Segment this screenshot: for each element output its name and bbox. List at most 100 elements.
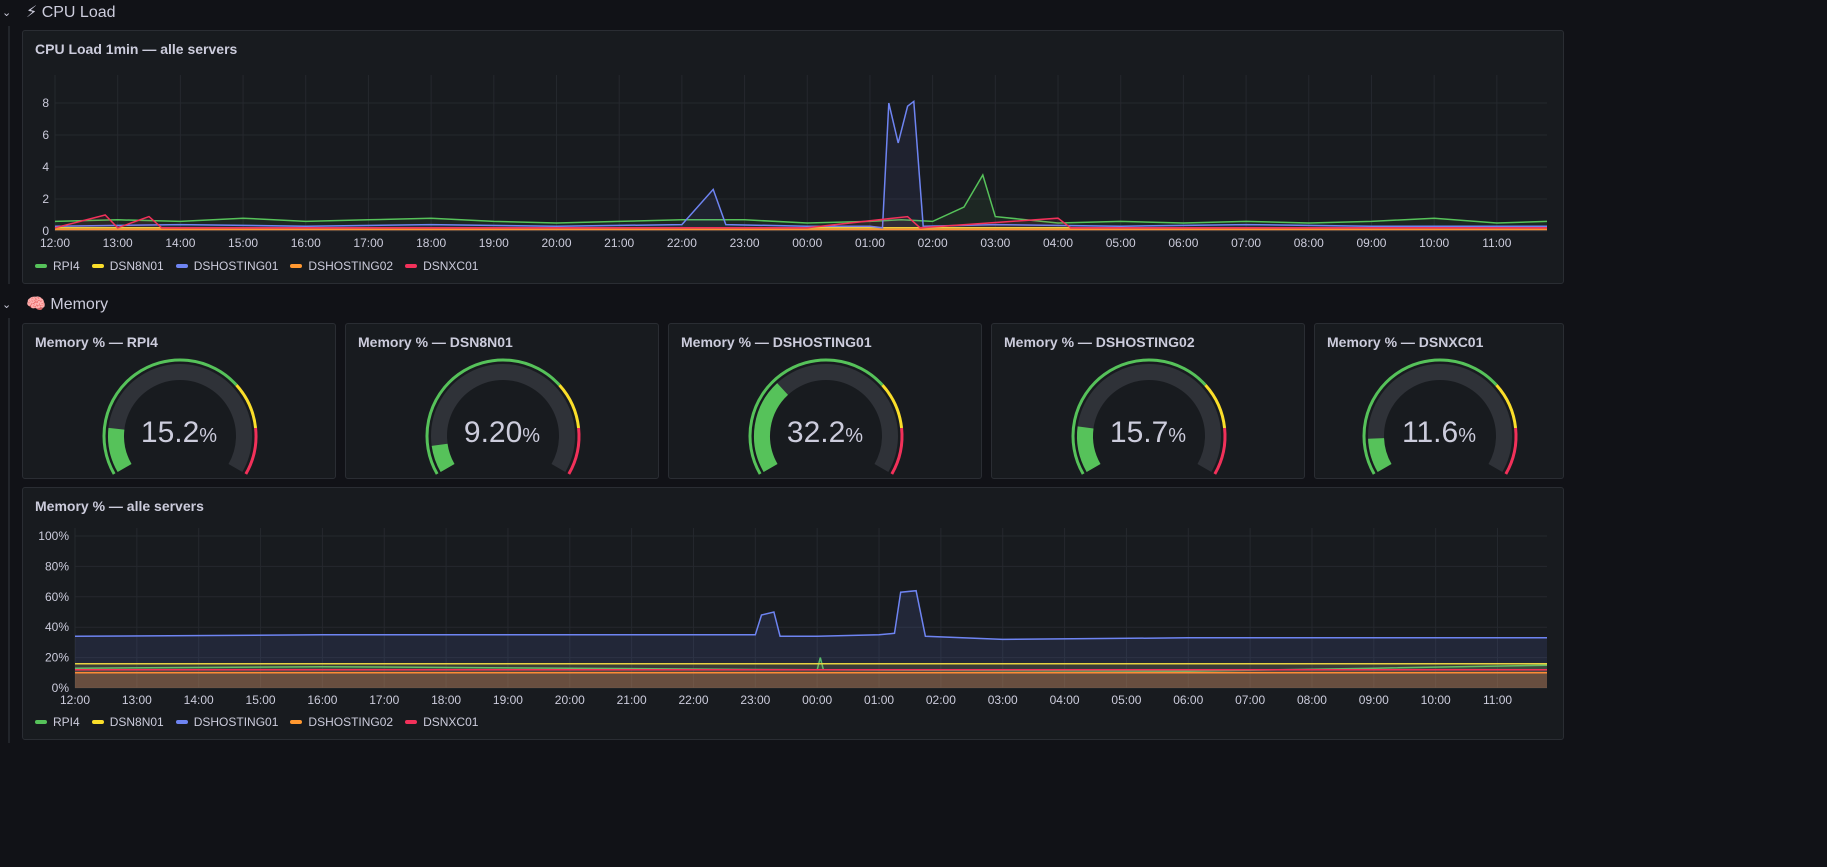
legend-item[interactable]: RPI4 — [35, 715, 80, 729]
x-tick-label: 04:00 — [1050, 693, 1080, 707]
legend-item[interactable]: DSNXC01 — [405, 259, 478, 273]
x-tick-label: 23:00 — [730, 236, 760, 250]
x-tick-label: 12:00 — [60, 693, 90, 707]
row-title-cpu: ⚡ CPU Load — [26, 4, 116, 21]
chevron-down-icon[interactable]: ⌄ — [2, 6, 12, 19]
x-tick-label: 16:00 — [291, 236, 321, 250]
legend-item[interactable]: DSN8N01 — [91, 259, 164, 273]
chevron-down-icon[interactable]: ⌄ — [2, 298, 12, 311]
x-tick-label: 05:00 — [1106, 236, 1136, 250]
series-area — [75, 669, 1547, 688]
x-tick-label: 22:00 — [667, 236, 697, 250]
legend-label: RPI4 — [53, 715, 80, 729]
x-tick-label: 13:00 — [122, 693, 152, 707]
gauge-value: 32.2% — [786, 416, 864, 449]
panel-title: Memory % — DSNXC01 — [1327, 334, 1484, 350]
memory-gauge-panel[interactable]: Memory % — DSHOSTING01 32.2% — [668, 323, 982, 479]
gauge-track — [1368, 364, 1512, 472]
x-tick-label: 17:00 — [353, 236, 383, 250]
gauge-dial — [425, 358, 581, 475]
x-tick-label: 14:00 — [165, 236, 195, 250]
threshold-green — [1362, 358, 1498, 475]
memory-gauge-panel[interactable]: Memory % — DSN8N01 9.20% — [345, 323, 659, 479]
threshold-red — [244, 427, 258, 475]
memory-gauge-panel[interactable]: Memory % — DSNXC01 11.6% — [1314, 323, 1564, 479]
legend-item[interactable]: RPI4 — [35, 259, 80, 273]
x-tick-label: 18:00 — [416, 236, 446, 250]
gauge-dial — [748, 358, 904, 475]
x-tick-label: 18:00 — [431, 693, 461, 707]
x-tick-label: 10:00 — [1419, 236, 1449, 250]
gauge-value-arc — [431, 443, 455, 472]
threshold-green — [748, 358, 884, 475]
x-tick-label: 17:00 — [369, 693, 399, 707]
x-tick-label: 06:00 — [1168, 236, 1198, 250]
x-tick-label: 07:00 — [1231, 236, 1261, 250]
y-tick-label: 60% — [45, 590, 69, 604]
series-area — [55, 101, 1547, 232]
x-tick-label: 01:00 — [855, 236, 885, 250]
gauge-value: 15.7% — [1109, 416, 1187, 449]
x-tick-label: 03:00 — [988, 693, 1018, 707]
y-tick-label: 80% — [45, 559, 69, 573]
legend-swatch — [35, 264, 47, 268]
series-area — [75, 590, 1547, 688]
cpu-load-chart[interactable]: 12:00 13:00 14:00 15:00 16:00 17:00 18:00 19:00… — [23, 71, 1563, 271]
row-header-cpu[interactable]: ⌄ ⚡ CPU Load — [0, 0, 116, 24]
x-tick-label: 14:00 — [184, 693, 214, 707]
legend-item[interactable]: DSHOSTING02 — [290, 259, 393, 273]
y-tick-label: 4 — [42, 160, 49, 174]
x-tick-label: 06:00 — [1173, 693, 1203, 707]
gauge-value-arc — [1368, 437, 1392, 472]
legend-swatch — [91, 264, 104, 268]
legend-item[interactable]: DSHOSTING01 — [175, 259, 279, 273]
x-tick-label: 19:00 — [479, 236, 509, 250]
memory-gauge-panel[interactable]: Memory % — DSHOSTING02 15.7% — [991, 323, 1305, 479]
y-tick-label: 20% — [45, 651, 69, 665]
threshold-red — [1213, 427, 1227, 475]
legend-item[interactable]: DSNXC01 — [405, 715, 478, 729]
threshold-yellow — [1495, 384, 1518, 429]
series-line — [54, 214, 1547, 229]
x-tick-label: 22:00 — [678, 693, 708, 707]
series-line — [54, 99, 1547, 229]
threshold-yellow — [235, 384, 258, 429]
x-tick-label: 01:00 — [864, 693, 894, 707]
x-tick-label: 09:00 — [1356, 236, 1386, 250]
legend-label: DSHOSTING01 — [193, 715, 279, 729]
legend-item[interactable]: DSHOSTING02 — [290, 715, 393, 729]
x-tick-label: 00:00 — [802, 693, 832, 707]
chart-legend: RPI4 DSN8N01 DSHOSTING01 DSHOSTING02 DSNXC01 — [35, 259, 478, 273]
row-header-memory[interactable]: ⌄ 🧠 Memory — [0, 292, 108, 316]
threshold-red — [890, 427, 904, 475]
legend-label: DSNXC01 — [423, 259, 479, 273]
gauge-value: 15.2% — [140, 416, 218, 449]
y-tick-label: 0 — [42, 224, 49, 238]
memory-gauge-panel[interactable]: Memory % — RPI4 15.2% — [22, 323, 336, 479]
y-tick-label: 40% — [45, 620, 69, 634]
gauge-dial — [1071, 358, 1227, 475]
legend-item[interactable]: DSHOSTING01 — [175, 715, 279, 729]
legend-item[interactable]: DSN8N01 — [91, 715, 164, 729]
panel-title: Memory % — DSHOSTING02 — [1004, 334, 1195, 350]
x-tick-label: 00:00 — [792, 236, 822, 250]
x-tick-label: 11:00 — [1482, 236, 1511, 250]
gauge-dial — [1362, 358, 1518, 475]
x-tick-label: 03:00 — [980, 236, 1010, 250]
legend-label: DSHOSTING02 — [308, 259, 394, 273]
gauge-value-arc — [1077, 426, 1101, 472]
x-tick-label: 20:00 — [555, 693, 585, 707]
legend-swatch — [175, 720, 188, 724]
legend-label: DSHOSTING01 — [193, 259, 279, 273]
gauge-value: 11.6% — [1402, 416, 1476, 449]
x-tick-label: 11:00 — [1483, 693, 1512, 707]
legend-swatch — [35, 720, 47, 724]
y-tick-label: 8 — [42, 96, 49, 110]
cpu-load-panel[interactable]: CPU Load 1min — alle servers 12:00 13:00 1… — [22, 30, 1564, 284]
memory-chart[interactable]: 12:00 13:00 14:00 15:00 16:00 17:00 18:00 19:00… — [23, 528, 1563, 728]
threshold-yellow — [881, 384, 904, 429]
panel-title: Memory % — alle servers — [35, 498, 204, 514]
chart-legend: RPI4 DSN8N01 DSHOSTING01 DSHOSTING02 DSNXC01 — [35, 715, 478, 729]
memory-all-panel[interactable]: Memory % — alle servers 12:00 13:00 14:00 1… — [22, 487, 1564, 740]
x-tick-label: 08:00 — [1297, 693, 1327, 707]
